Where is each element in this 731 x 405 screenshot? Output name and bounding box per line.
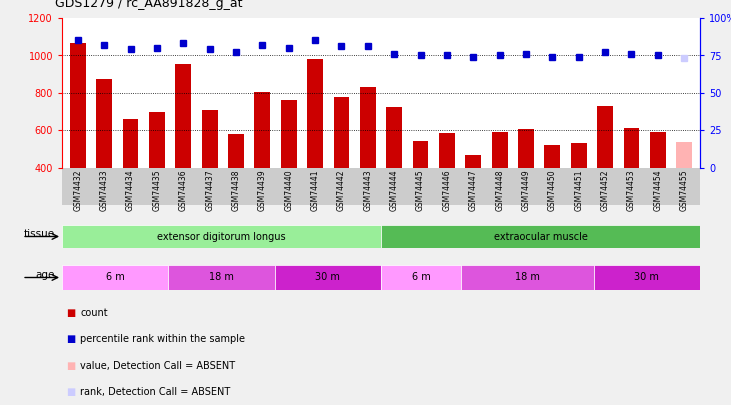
Text: 18 m: 18 m [209, 273, 234, 283]
Text: count: count [80, 308, 108, 318]
Bar [381, 225, 700, 248]
Bar [307, 59, 323, 168]
Bar [360, 87, 376, 168]
Text: GDS1279 / rc_AA891828_g_at: GDS1279 / rc_AA891828_g_at [55, 0, 242, 10]
Bar [676, 142, 692, 168]
Text: rank, Detection Call = ABSENT: rank, Detection Call = ABSENT [80, 387, 230, 397]
Bar [545, 145, 560, 168]
Text: ■: ■ [66, 335, 75, 344]
Bar [597, 106, 613, 168]
Bar [70, 43, 86, 168]
Text: percentile rank within the sample: percentile rank within the sample [80, 335, 246, 344]
Bar [281, 100, 297, 168]
Text: ■: ■ [66, 308, 75, 318]
Bar [168, 265, 275, 290]
Bar [381, 265, 461, 290]
Bar [62, 265, 168, 290]
Bar [461, 265, 594, 290]
Text: tissue: tissue [23, 230, 55, 239]
Bar [492, 132, 507, 168]
Bar [62, 225, 381, 248]
Bar [439, 133, 455, 168]
Bar [123, 119, 138, 168]
Bar [571, 143, 587, 168]
Text: extraocular muscle: extraocular muscle [493, 232, 588, 241]
Bar [228, 134, 244, 168]
Bar [518, 129, 534, 168]
Text: 6 m: 6 m [106, 273, 124, 283]
Text: ■: ■ [66, 387, 75, 397]
Bar [333, 97, 349, 168]
Bar [594, 265, 700, 290]
Bar [624, 128, 640, 168]
Text: 18 m: 18 m [515, 273, 539, 283]
Bar [175, 64, 192, 168]
Bar [96, 79, 112, 168]
Text: extensor digitorum longus: extensor digitorum longus [157, 232, 286, 241]
Bar [466, 155, 481, 168]
Bar [254, 92, 270, 168]
Bar [275, 265, 381, 290]
Text: 30 m: 30 m [315, 273, 340, 283]
Bar [412, 141, 428, 168]
Text: age: age [35, 271, 55, 281]
Bar [149, 112, 164, 168]
Bar [650, 132, 666, 168]
Text: 6 m: 6 m [412, 273, 431, 283]
Text: 30 m: 30 m [635, 273, 659, 283]
Bar [202, 110, 218, 168]
Bar [386, 107, 402, 168]
Text: ■: ■ [66, 360, 75, 371]
Text: value, Detection Call = ABSENT: value, Detection Call = ABSENT [80, 360, 235, 371]
